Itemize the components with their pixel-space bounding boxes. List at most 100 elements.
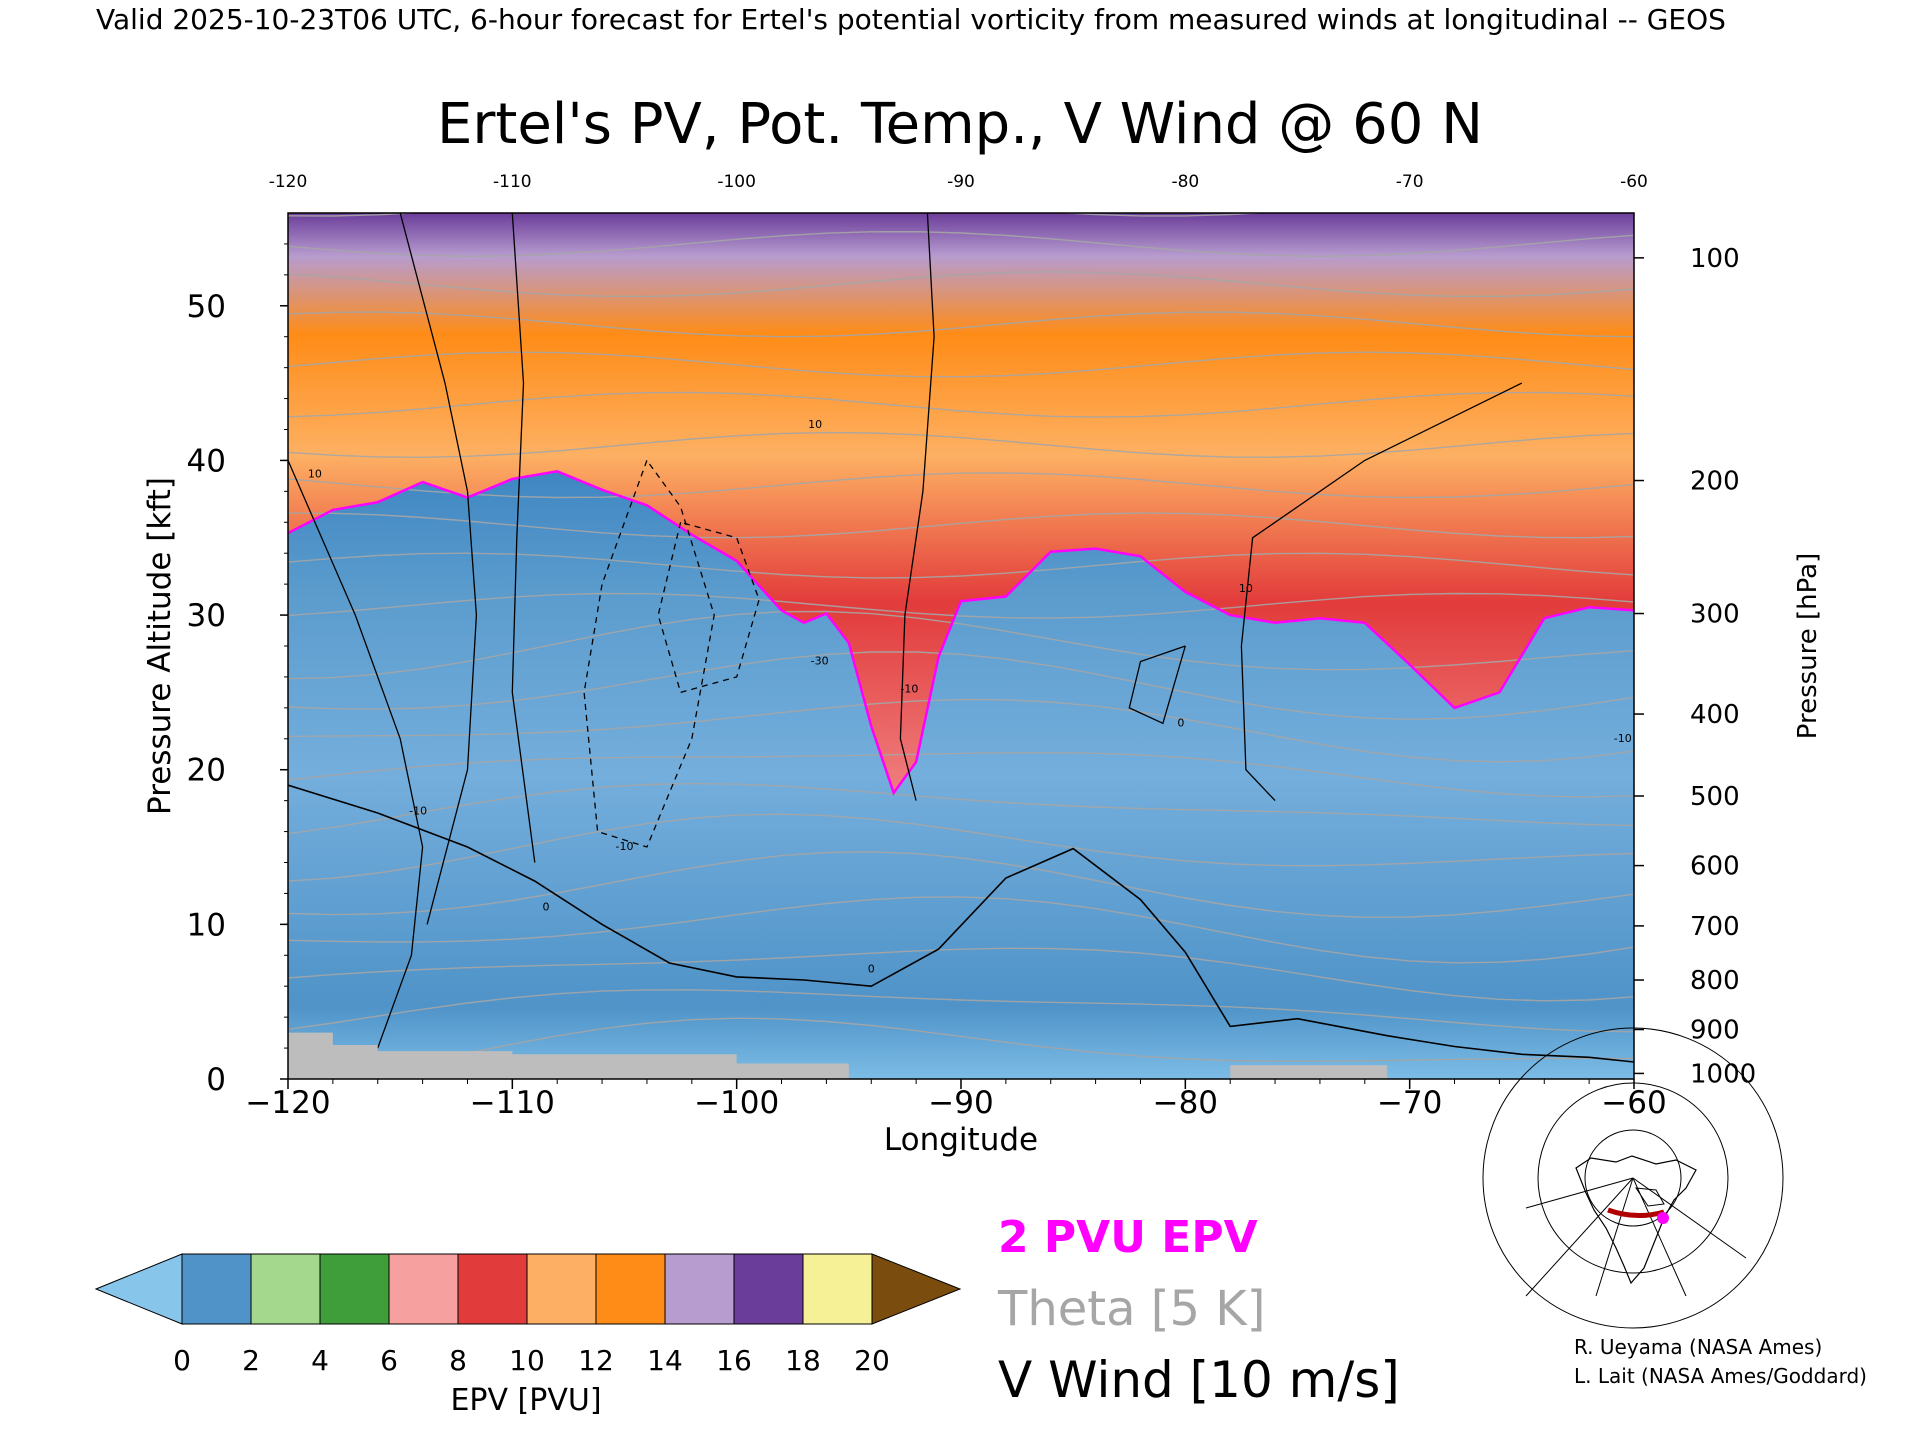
v-wind-line: [1128, 645, 1186, 725]
color-bar-tick-label: 20: [854, 1344, 890, 1377]
theta-line: [288, 351, 1634, 378]
theta-contours: [288, 213, 1634, 1079]
color-bar-tick-label: 6: [380, 1344, 398, 1377]
contour-label: -10: [409, 805, 427, 818]
y-tick-label: 30: [187, 598, 226, 634]
y-tick-label: 0: [206, 1062, 226, 1098]
terrain: [288, 1032, 849, 1079]
theta-line: [288, 782, 1634, 835]
theta-line: [288, 311, 1634, 338]
color-bar-segment: [250, 1253, 321, 1325]
theta-line: [288, 230, 1634, 258]
theta-line: [288, 512, 1634, 539]
v-wind-line: [899, 213, 935, 801]
color-bar-segment: [526, 1253, 597, 1325]
color-bar-tick-label: 12: [578, 1344, 614, 1377]
contour-label: 0: [1177, 716, 1184, 729]
v-wind-line: [288, 460, 424, 1049]
x-tick-label: −120: [245, 1085, 330, 1121]
terrain: [1230, 1065, 1388, 1079]
theta-line: [288, 698, 1634, 763]
theta-line: [288, 813, 1634, 882]
pressure-tick-label: 600: [1690, 852, 1740, 882]
color-bar-low-arrow: [94, 1253, 183, 1325]
contour-label: 0: [542, 900, 549, 913]
theta-line: [288, 851, 1634, 919]
color-bar-segment: [181, 1253, 252, 1325]
color-bar-tick-label: 8: [449, 1344, 467, 1377]
v-wind-line-negative: [657, 521, 760, 694]
contour-label: 0: [868, 962, 875, 975]
y-tick-label: 20: [187, 753, 226, 789]
x-tick-label: −60: [1601, 1085, 1666, 1121]
pressure-tick-label: 700: [1690, 912, 1740, 942]
color-bar-tick-label: 14: [647, 1344, 683, 1377]
y-tick-label: 50: [187, 289, 226, 325]
x-axis-label: Longitude: [884, 1122, 1038, 1158]
theta-line: [288, 989, 1634, 1033]
pressure-tick-label: 100: [1690, 244, 1740, 274]
valid-header: Valid 2025-10-23T06 UTC, 6-hour forecast…: [96, 3, 1726, 36]
pressure-tick-label: 300: [1690, 600, 1740, 630]
color-bar-segment: [664, 1253, 735, 1325]
x-tick-label: −100: [694, 1085, 779, 1121]
contour-label: 10: [308, 467, 322, 480]
troposphere-fill: [288, 471, 1634, 1079]
x-top-tick-label: -100: [717, 172, 756, 192]
color-bar-tick-label: 0: [173, 1344, 191, 1377]
theta-line: [288, 651, 1634, 721]
theta-line: [288, 751, 1634, 798]
color-bar-tick-label: 4: [311, 1344, 329, 1377]
pressure-tick-label: 400: [1690, 700, 1740, 730]
theta-line: [288, 896, 1634, 964]
contour-label: -10: [616, 840, 634, 853]
y-tick-label: 40: [187, 443, 226, 479]
legend-entry: 2 PVU EPV: [998, 1212, 1258, 1263]
contour-label: -10: [900, 682, 918, 695]
theta-line: [288, 610, 1634, 680]
y-axis-label-left: Pressure Altitude [kft]: [142, 477, 178, 815]
pressure-tick-label: 1000: [1690, 1059, 1756, 1089]
x-top-tick-label: -90: [947, 172, 975, 192]
v-wind-line: [399, 213, 478, 925]
color-bar-segment: [802, 1253, 873, 1325]
x-tick-label: −90: [928, 1085, 993, 1121]
color-bar-segment: [457, 1253, 528, 1325]
chart-title: Ertel's PV, Pot. Temp., V Wind @ 60 N: [437, 92, 1483, 157]
pressure-tick-label: 900: [1690, 1016, 1740, 1046]
theta-line: [288, 472, 1634, 499]
color-bar-segment: [733, 1253, 804, 1325]
theta-line: [288, 592, 1634, 619]
x-top-tick-label: -80: [1171, 172, 1199, 192]
x-tick-label: −110: [470, 1085, 555, 1121]
x-top-tick-label: -60: [1620, 172, 1648, 192]
pressure-tick-label: 200: [1690, 467, 1740, 497]
pressure-tick-label: 500: [1690, 782, 1740, 812]
color-bar-label: EPV [PVU]: [450, 1383, 601, 1418]
credit-1: R. Ueyama (NASA Ames): [1574, 1335, 1822, 1359]
theta-line: [288, 391, 1634, 418]
color-bar: 0 2 4 6 8 10 12 14 16 18 20: [94, 1253, 962, 1377]
v-wind-zero-contour: [288, 784, 1634, 1063]
theta-line: [288, 947, 1634, 1002]
pv2-line: [288, 470, 1634, 796]
x-tick-label: −80: [1153, 1085, 1218, 1121]
color-bar-tick-label: 10: [509, 1344, 545, 1377]
pressure-tick-label: 800: [1690, 966, 1740, 996]
v-wind-line-negative: [583, 460, 715, 848]
contour-label: 10: [808, 418, 822, 431]
location-dot: [1657, 1212, 1669, 1224]
x-tick-label: −70: [1377, 1085, 1442, 1121]
theta-line: [300, 1017, 1634, 1079]
v-wind-contours: [288, 213, 1523, 1049]
x-top-tick-label: -120: [269, 172, 308, 192]
color-bar-segment: [388, 1253, 459, 1325]
legend-entry: Theta [5 K]: [997, 1281, 1266, 1337]
v-wind-line: [511, 213, 536, 863]
section-line: [1607, 1207, 1665, 1218]
x-top-tick-label: -70: [1396, 172, 1424, 192]
color-bar-segment: [595, 1253, 666, 1325]
y-tick-label: 10: [187, 907, 226, 943]
y-axis-label-right: Pressure [hPa]: [1793, 553, 1823, 740]
color-bar-tick-label: 16: [716, 1344, 752, 1377]
